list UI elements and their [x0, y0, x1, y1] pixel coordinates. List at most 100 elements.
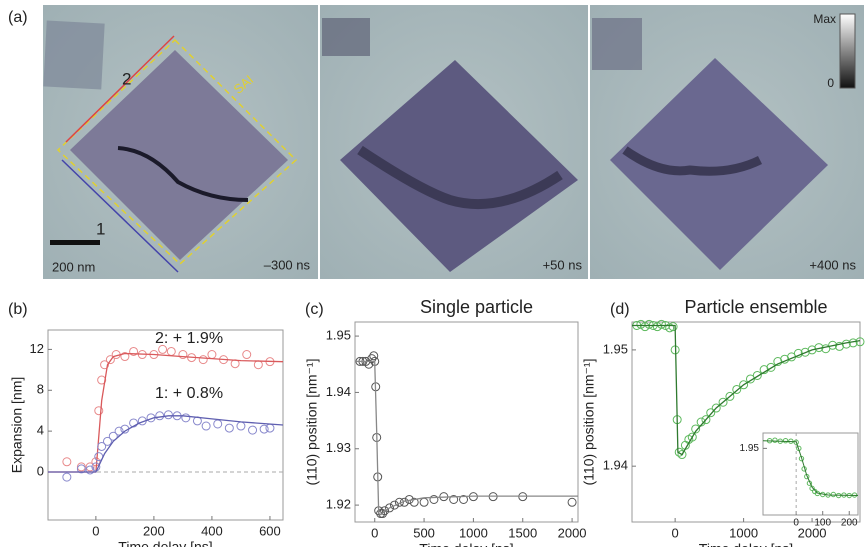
inset-frame [762, 432, 859, 516]
x-tick-label: 500 [413, 525, 435, 540]
y-tick-label: 1.92 [326, 497, 351, 512]
x-tick-label: 1000 [459, 525, 488, 540]
data-point [772, 437, 778, 443]
data-point [732, 384, 742, 394]
fit-line [48, 415, 284, 473]
particle [610, 58, 828, 270]
data-point [830, 491, 837, 498]
time-label: +50 ns [543, 257, 583, 272]
data-point [259, 424, 269, 434]
chart-title: Single particle [420, 297, 533, 317]
x-tick-label: 1500 [508, 525, 537, 540]
particle [70, 50, 288, 260]
fit-line [355, 360, 578, 516]
panel-label: (c) [305, 301, 324, 318]
data-point [85, 462, 95, 472]
x-tick-label: 0 [672, 525, 679, 540]
data-point [198, 355, 208, 365]
strain-contrast [622, 146, 763, 176]
data-point [105, 355, 115, 365]
x-tick-label: 2000 [798, 525, 827, 540]
plot-frame [354, 321, 579, 523]
data-point [567, 497, 577, 507]
data-point [429, 494, 439, 504]
panel-label: (b) [8, 301, 28, 318]
plot-frame [47, 329, 284, 521]
particle [322, 18, 370, 56]
data-point [97, 375, 107, 385]
x-axis-label: Time delay [ns] [118, 539, 212, 547]
data-point [449, 494, 459, 504]
x-tick-label: 200 [841, 518, 858, 529]
data-point [656, 319, 666, 329]
edge-marker [65, 35, 175, 143]
data-point [752, 370, 762, 380]
y-tick-label: 1.95 [740, 443, 760, 454]
y-axis-label: Expansion [nm] [9, 377, 25, 474]
data-point [687, 432, 697, 442]
annotation: 1: + 0.8% [155, 385, 223, 402]
colorbar-label: Max [813, 12, 836, 26]
panel-label: (a) [8, 9, 28, 26]
data-point [224, 423, 234, 433]
data-point [385, 503, 395, 513]
data-point [409, 497, 419, 507]
particle [43, 20, 105, 90]
x-tick-label: 400 [201, 523, 223, 538]
y-tick-label: 12 [30, 341, 44, 356]
data-point [367, 354, 377, 364]
x-axis-label: Time delay [ns] [419, 541, 513, 547]
colorbar [839, 13, 856, 89]
colorbar-label: 0 [827, 76, 834, 90]
edge-label: 1 [96, 219, 105, 238]
data-point [677, 450, 687, 460]
data-point [766, 362, 776, 372]
x-axis-label: Time delay [ns] [699, 541, 793, 547]
data-point [114, 426, 124, 436]
x-tick-label: 600 [259, 523, 281, 538]
y-axis-label: (110) position [nm⁻¹] [304, 359, 320, 486]
data-point [108, 431, 118, 441]
data-point [800, 347, 810, 357]
scale-bar-label: 200 nm [52, 259, 95, 274]
data-point [129, 346, 139, 356]
data-point [100, 360, 110, 370]
strain-contrast [357, 145, 563, 210]
panel-label: (d) [610, 301, 630, 318]
data-point [807, 345, 817, 355]
data-point [389, 500, 399, 510]
data-point [76, 464, 86, 474]
data-point [94, 406, 104, 416]
data-point [834, 341, 844, 351]
data-point [718, 397, 728, 407]
x-tick-label: 2000 [558, 525, 587, 540]
data-point [62, 457, 72, 467]
fit-line [48, 352, 284, 473]
data-point [793, 439, 799, 445]
data-point [459, 494, 469, 504]
selected-area [56, 38, 298, 266]
data-point [62, 472, 72, 482]
data-point [181, 413, 191, 423]
y-axis-label: (110) position [nm⁻¹] [581, 359, 597, 486]
data-point [364, 359, 374, 369]
data-point [120, 352, 130, 362]
data-point [706, 408, 716, 418]
micrograph-panel: (a) 2 1 SAI 200 nm –300 ns +50 ns +400 n… [8, 5, 864, 279]
data-point [380, 506, 390, 516]
data-point [102, 436, 112, 446]
x-tick-label: 100 [814, 518, 831, 529]
fit-line [762, 440, 859, 496]
time-label: –300 ns [264, 257, 311, 272]
y-tick-label: 1.95 [603, 341, 628, 356]
particle [592, 18, 642, 70]
time-label: +400 ns [809, 257, 856, 272]
edge-marker [61, 159, 179, 273]
annotation: 2: + 1.9% [155, 330, 223, 347]
x-tick-label: 200 [143, 523, 165, 538]
x-tick-label: 0 [92, 523, 99, 538]
data-point [242, 350, 252, 360]
data-point [644, 319, 654, 329]
